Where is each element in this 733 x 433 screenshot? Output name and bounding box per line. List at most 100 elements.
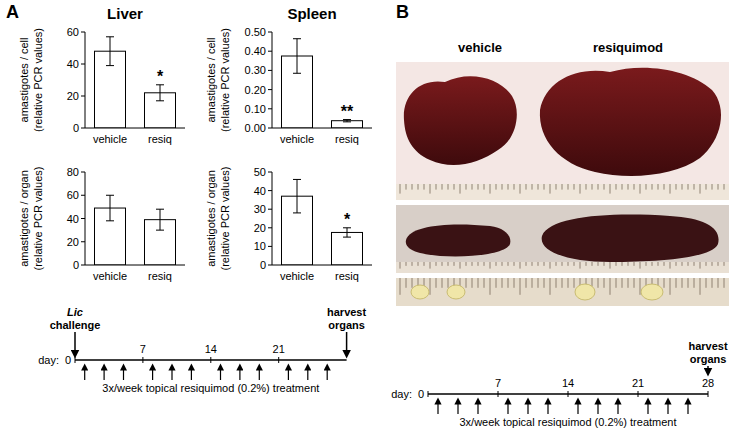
ruler-tick [706, 262, 707, 266]
ruler-tick [622, 278, 623, 288]
ruler-tick [544, 184, 545, 190]
photos [396, 62, 729, 306]
error-cap [293, 179, 301, 180]
y-tick [268, 128, 272, 129]
ruler-tick [688, 262, 689, 266]
y-tick [268, 190, 272, 191]
ruler-tick [538, 278, 539, 288]
x-tick-label: resiq [335, 270, 359, 282]
ruler-tick [574, 278, 575, 288]
y-axis-label: amastigotes / cell [205, 38, 217, 123]
ruler-tick [544, 262, 545, 266]
ruler-tick [592, 262, 593, 266]
y-axis [272, 172, 273, 265]
ruler-tick [454, 184, 455, 190]
x-tick-label: resiq [148, 270, 172, 282]
ruler-tick [616, 262, 617, 266]
y-tick-label: 40 [254, 185, 266, 197]
treatment-arrow [457, 401, 458, 414]
ruler-tick [634, 262, 635, 266]
error-bar [156, 209, 164, 230]
ruler-tick [430, 278, 431, 295]
ruler-tick [520, 184, 521, 194]
timeline-tick [708, 391, 709, 397]
x-tick-label: vehicle [93, 133, 127, 145]
ruler-tick [568, 278, 569, 288]
ruler-tick [412, 262, 413, 266]
y-axis [272, 32, 273, 128]
y-tick [81, 241, 85, 242]
error-cap [343, 237, 351, 238]
ruler-tick [580, 184, 581, 194]
timeline-tick-label: 14 [562, 377, 574, 389]
ruler-tick [604, 262, 605, 266]
marks [282, 39, 363, 128]
ruler-tick [514, 262, 515, 266]
ruler-tick [430, 184, 431, 194]
ruler-tick [718, 278, 719, 288]
y-tick [268, 172, 272, 173]
ruler-tick [520, 262, 521, 269]
ruler-tick [472, 184, 473, 190]
y-tick [268, 209, 272, 210]
ruler-tick [442, 262, 443, 266]
timeline-day-label: day: [38, 354, 59, 366]
error-cap [156, 209, 164, 210]
ruler-tick [640, 278, 641, 295]
timeline-tick [498, 391, 499, 397]
ruler-tick [628, 262, 629, 266]
y-tick [81, 32, 85, 33]
ruler-tick [550, 262, 551, 269]
ruler-tick [406, 278, 407, 288]
ruler-tick [520, 278, 521, 295]
treatment-arrow [103, 367, 104, 380]
ruler-tick [586, 184, 587, 190]
ruler-tick [580, 262, 581, 269]
treatment-arrow [437, 401, 438, 414]
y-tick [268, 89, 272, 90]
ruler-tick [454, 262, 455, 266]
event-label: harvest [327, 306, 366, 318]
ruler-tick [478, 262, 479, 266]
y-tick-label: 0 [260, 259, 266, 271]
ruler-tick [694, 278, 695, 288]
ruler-tick [508, 262, 509, 266]
timeline: 071421day:Licchallengeharvestorgans3x/we… [38, 306, 366, 394]
y-tick-label: 0.20 [245, 84, 266, 96]
significance: ** [341, 103, 354, 120]
timeline-tick-label: 0 [65, 354, 71, 366]
x-tick-label: resiq [148, 133, 172, 145]
significance: * [344, 211, 351, 228]
ruler-tick [412, 184, 413, 190]
error-cap [156, 230, 164, 231]
x-tick-label: vehicle [280, 133, 314, 145]
ruler-tick [670, 184, 671, 194]
column-label: vehicle [458, 40, 502, 55]
treatment-arrow [547, 401, 548, 414]
error-bar [106, 37, 114, 66]
ruler-tick [484, 184, 485, 190]
ruler-tick [640, 262, 641, 269]
ruler-tick [472, 262, 473, 266]
error-line [347, 228, 348, 237]
ruler-tick [538, 184, 539, 190]
ruler-tick [586, 262, 587, 266]
ruler-tick [514, 184, 515, 190]
ruler-tick [442, 184, 443, 190]
ruler [396, 184, 729, 200]
treatment-arrow [259, 367, 260, 380]
ruler-tick [694, 262, 695, 266]
bar [332, 121, 363, 128]
ruler-tick [490, 262, 491, 269]
ruler-tick [478, 184, 479, 190]
ruler-tick [424, 262, 425, 266]
ruler-tick [538, 262, 539, 266]
treatment-arrow [527, 401, 528, 414]
ruler-tick [406, 184, 407, 190]
error-cap [106, 65, 114, 66]
y-axis-label: amastigotes / organ [205, 170, 217, 267]
ruler-tick [700, 278, 701, 295]
y-tick-label: 0.40 [245, 45, 266, 57]
y-tick [268, 51, 272, 52]
y-tick-label: 80 [67, 166, 79, 178]
